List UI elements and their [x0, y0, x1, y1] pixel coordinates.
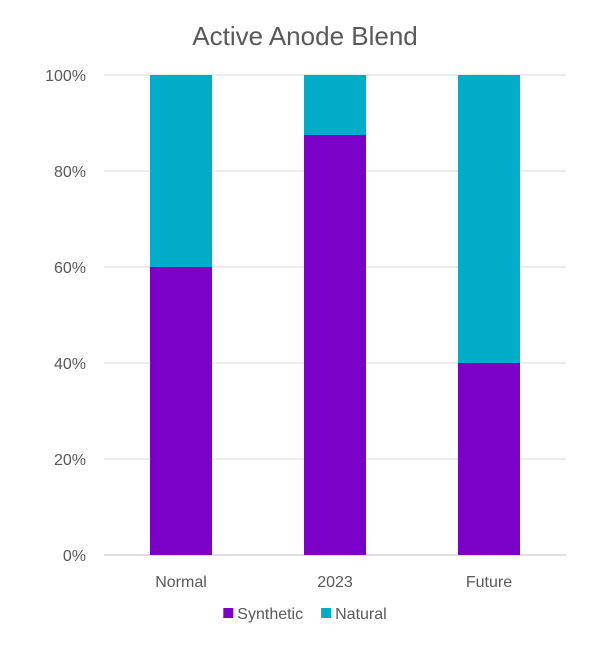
bar-segment-natural-future — [458, 75, 520, 363]
x-axis-ticks: Normal 2023 Future — [155, 574, 512, 591]
legend-swatch — [223, 608, 234, 618]
x-tick-label: Normal — [155, 574, 207, 591]
y-tick-label: 80% — [54, 164, 86, 181]
y-axis-ticks: 0% 20% 40% 60% 80% 100% — [45, 68, 86, 565]
bar-segment-synthetic-2023 — [304, 135, 366, 555]
legend: Synthetic Natural — [223, 606, 387, 623]
y-tick-label: 40% — [54, 356, 86, 373]
y-tick-label: 0% — [63, 548, 86, 565]
bars — [150, 75, 520, 555]
legend-item: Synthetic — [223, 606, 303, 623]
bar-segment-natural-2023 — [304, 75, 366, 135]
x-tick-label: Future — [466, 574, 512, 591]
bar-segment-synthetic-future — [458, 363, 520, 555]
y-tick-label: 60% — [54, 260, 86, 277]
bar-segment-synthetic-normal — [150, 267, 212, 555]
legend-swatch — [321, 608, 332, 618]
y-tick-label: 20% — [54, 452, 86, 469]
legend-label: Synthetic — [237, 606, 303, 623]
chart-title: Active Anode Blend — [192, 21, 418, 51]
x-tick-label: 2023 — [317, 574, 353, 591]
bar-segment-natural-normal — [150, 75, 212, 267]
legend-item: Natural — [321, 606, 387, 623]
legend-label: Natural — [335, 606, 387, 623]
y-tick-label: 100% — [45, 68, 86, 85]
